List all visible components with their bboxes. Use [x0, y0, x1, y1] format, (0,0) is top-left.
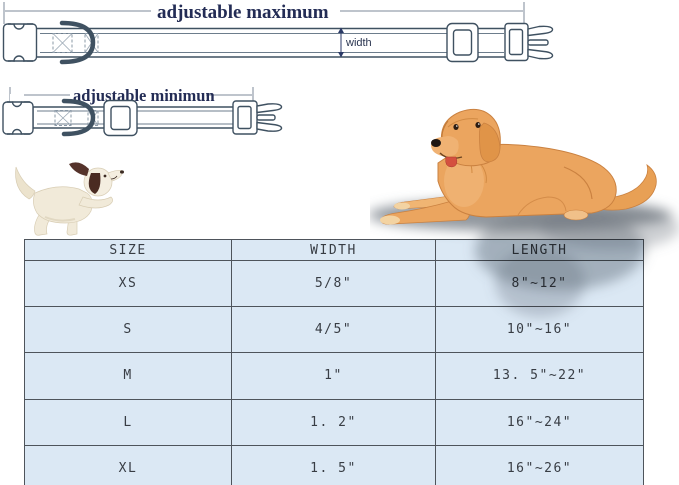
width-cell: 1"	[231, 352, 436, 400]
adjustable-minimum-label: adjustable minimun	[73, 86, 215, 105]
col-header-width: WIDTH	[231, 239, 436, 261]
collar-drawing-minimum	[2, 94, 283, 142]
dog-ear	[479, 122, 501, 163]
length-cell: 16"~26"	[435, 444, 644, 485]
table-row-m: M 1" 13. 5"~22"	[24, 352, 644, 400]
width-cell: 4/5"	[231, 306, 436, 354]
d-ring-icon	[59, 20, 96, 65]
size-cell: M	[24, 352, 232, 400]
table-row-s: S 4/5" 10"~16"	[24, 306, 644, 354]
collar-maximum-diagram: adjustable maximum	[2, 2, 554, 71]
collar-minimum-diagram: adjustable minimun	[2, 86, 283, 142]
length-cell: 8"~12"	[435, 259, 644, 308]
table-header-row: SIZE WIDTH LENGTH	[24, 239, 644, 261]
size-chart-table: SIZE WIDTH LENGTH XS 5/8" 8"~12" S 4/5" …	[24, 239, 644, 485]
width-label: width	[345, 37, 372, 49]
golden-retriever-illustration	[380, 108, 657, 225]
length-cell: 16"~24"	[435, 398, 644, 446]
adjustable-maximum-label: adjustable maximum	[157, 2, 329, 23]
col-header-length: LENGTH	[435, 239, 644, 261]
female-buckle-icon	[2, 15, 38, 71]
puppy-ear	[69, 162, 89, 176]
measure-lines-maximum	[3, 2, 525, 26]
male-buckle-icon	[504, 22, 554, 62]
width-cell: 1. 5"	[231, 444, 436, 485]
size-cell: S	[24, 306, 232, 354]
size-cell: XS	[24, 259, 232, 308]
tri-glide-slider-icon	[103, 99, 138, 137]
table-row-xs: XS 5/8" 8"~12"	[24, 259, 644, 308]
dog-tongue	[445, 156, 458, 168]
size-cell: L	[24, 398, 232, 446]
width-cell: 5/8"	[231, 259, 436, 308]
dog-head	[431, 108, 501, 168]
puppy-ear	[88, 173, 101, 194]
col-header-size: SIZE	[24, 239, 232, 261]
table-row-l: L 1. 2" 16"~24"	[24, 398, 644, 446]
collar-drawing-maximum: width	[2, 15, 554, 71]
length-cell: 10"~16"	[435, 306, 644, 354]
tri-glide-slider-icon	[446, 22, 479, 63]
d-ring-icon	[61, 98, 96, 137]
table-row-xl: XL 1. 5" 16"~26"	[24, 444, 644, 485]
dog-nose	[431, 139, 441, 147]
puppy-illustration	[15, 162, 124, 236]
width-annotation: width	[338, 27, 372, 58]
length-cell: 13. 5"~22"	[435, 352, 644, 400]
width-cell: 1. 2"	[231, 398, 436, 446]
size-cell: XL	[24, 444, 232, 485]
male-buckle-icon	[232, 100, 283, 135]
female-buckle-icon	[2, 94, 34, 142]
